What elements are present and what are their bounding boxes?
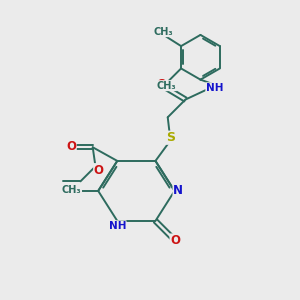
Text: CH₃: CH₃ (62, 185, 82, 195)
Text: S: S (166, 131, 175, 144)
Text: CH₃: CH₃ (153, 27, 172, 37)
Text: O: O (94, 164, 104, 177)
Text: CH₃: CH₃ (157, 81, 176, 91)
Text: O: O (157, 77, 167, 91)
Text: N: N (173, 184, 183, 197)
Text: O: O (66, 140, 76, 153)
Text: NH: NH (109, 221, 126, 231)
Text: O: O (170, 234, 180, 247)
Text: NH: NH (206, 83, 224, 93)
